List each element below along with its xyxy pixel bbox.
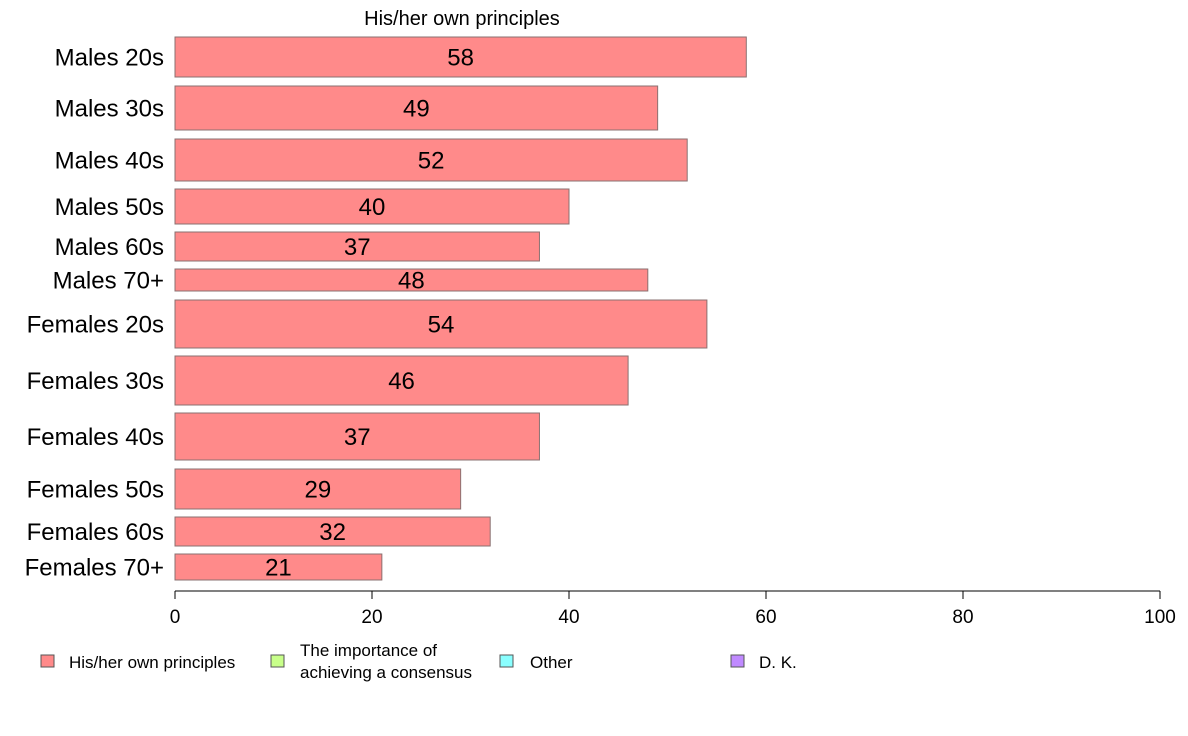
bar-2 [174,138,688,182]
value-label-3: 40 [359,194,386,221]
value-label-6: 54 [428,312,455,339]
category-label-9: Females 50s [27,477,164,504]
category-label-5: Males 70+ [53,268,164,295]
legend-swatch-1 [270,654,285,668]
x-tick-label-4: 80 [952,607,973,628]
category-label-10: Females 60s [27,519,164,546]
bar-8 [174,412,540,461]
chart-title: His/her own principles [364,8,560,30]
x-tick-label-0: 0 [170,607,181,628]
legend-swatch-3 [730,654,745,668]
bar-6 [174,299,708,349]
value-label-7: 46 [388,368,415,395]
legend-swatch-2 [499,654,514,668]
bar-3 [174,188,570,225]
category-label-1: Males 30s [55,96,164,123]
category-label-4: Males 60s [55,234,164,261]
category-label-2: Males 40s [55,148,164,175]
value-label-10: 32 [319,519,346,546]
bar-4 [174,231,540,262]
bar-7 [174,355,629,406]
category-label-11: Females 70+ [25,555,164,582]
x-axis: 0 20 40 60 80 100 [170,590,1176,628]
bar-11 [174,553,383,581]
bar-10 [174,516,491,547]
legend-label-2: Other [530,653,573,672]
legend-label-3: D. K. [759,653,797,672]
category-label-8: Females 40s [27,424,164,451]
x-tick-label-3: 60 [755,607,776,628]
category-label-6: Females 20s [27,312,164,339]
legend-label-0: His/her own principles [69,653,235,672]
bar-1 [174,85,659,131]
value-label-9: 29 [304,477,331,504]
value-label-2: 52 [418,148,445,175]
value-label-0: 58 [447,45,474,72]
x-tick-label-2: 40 [558,607,579,628]
bar-0 [174,36,747,78]
x-tick-label-1: 20 [361,607,382,628]
value-label-5: 48 [398,268,425,295]
value-label-1: 49 [403,96,430,123]
x-tick-label-5: 100 [1144,607,1176,628]
legend-label-1-line-0: The importance of [300,641,437,660]
bar-5 [174,268,649,292]
legend-swatch-0 [40,654,55,668]
value-label-8: 37 [344,424,371,451]
category-label-3: Males 50s [55,194,164,221]
legend-label-1-line-1: achieving a consensus [300,663,472,682]
category-label-0: Males 20s [55,45,164,72]
value-label-11: 21 [265,555,292,582]
value-label-4: 37 [344,234,371,261]
bar-9 [174,468,462,510]
bars-group: 58 Males 20s 49 Males 30s 52 Males 40s 40 Males… [25,36,747,582]
category-label-7: Females 30s [27,368,164,395]
legend: His/her own principles The importance of a… [40,641,797,682]
